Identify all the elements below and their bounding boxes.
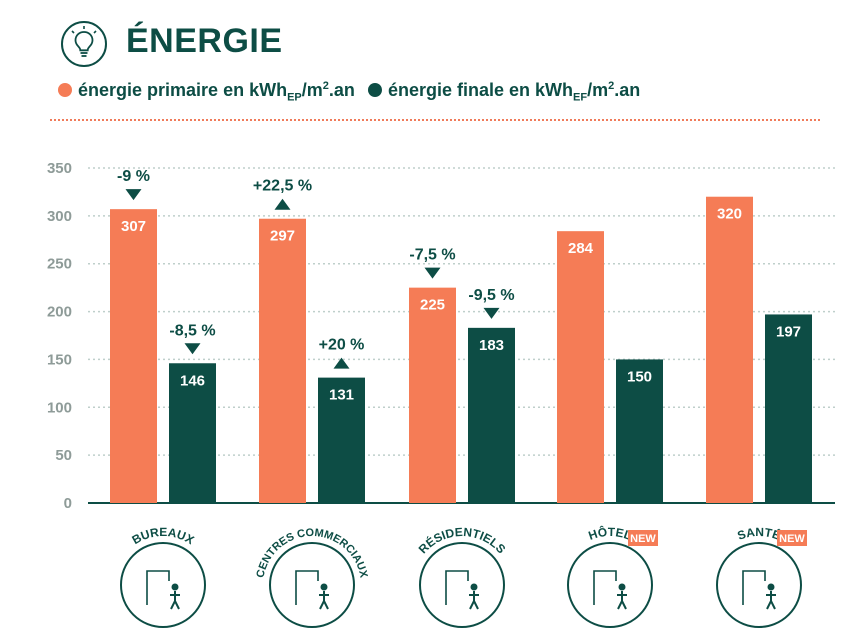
legend-label-final: énergie finale en kWhEF/m2.an xyxy=(388,80,641,104)
arrow-down-icon xyxy=(483,307,500,319)
change-label: +20 % xyxy=(319,337,365,354)
divider xyxy=(50,119,820,121)
new-badge xyxy=(628,530,658,546)
category-label-text: BUREAUX xyxy=(130,525,197,547)
bar-value-label: 284 xyxy=(568,240,594,257)
bar xyxy=(468,327,515,503)
change-label: -9,5 % xyxy=(468,287,514,304)
person-body-icon xyxy=(766,591,776,610)
bar xyxy=(259,218,306,503)
new-badge-label: NEW xyxy=(630,533,656,545)
new-badge-label: NEW xyxy=(779,533,805,545)
bar-value-label: 225 xyxy=(420,297,445,314)
change-label: -7,5 % xyxy=(409,247,455,264)
category-icon-circle xyxy=(419,542,505,628)
person-body-icon xyxy=(469,591,479,610)
category-icon-circle xyxy=(567,542,653,628)
bar-value-label: 131 xyxy=(329,387,354,404)
building-icon xyxy=(146,570,170,605)
y-tick-label: 50 xyxy=(55,447,72,464)
arrow-down-icon xyxy=(184,343,201,355)
legend-swatch-primary xyxy=(58,83,72,97)
y-tick-label: 250 xyxy=(47,256,72,273)
bar-value-label: 183 xyxy=(479,337,504,354)
person-icon xyxy=(618,583,626,591)
person-icon xyxy=(767,583,775,591)
person-body-icon xyxy=(170,591,180,610)
bar-value-label: 307 xyxy=(121,218,146,235)
arrow-up-icon xyxy=(274,198,291,210)
category-label: BUREAUX xyxy=(130,525,197,547)
lightbulb-icon xyxy=(61,21,107,67)
change-label: +22,5 % xyxy=(253,178,312,195)
building-icon xyxy=(445,570,469,605)
y-tick-label: 350 xyxy=(47,160,72,177)
category-label-text: RÉSIDENTIELS xyxy=(416,525,509,556)
legend-item-final: énergie finale en kWhEF/m2.an xyxy=(368,80,640,104)
y-tick-label: 100 xyxy=(47,399,72,416)
person-body-icon xyxy=(617,591,627,610)
change-label: -8,5 % xyxy=(169,322,215,339)
category-label: SANTÉ xyxy=(736,525,783,543)
category-label: RÉSIDENTIELS xyxy=(416,525,509,556)
bar xyxy=(616,359,663,503)
y-tick-label: 200 xyxy=(47,304,72,321)
bar xyxy=(706,196,753,503)
bar-value-label: 150 xyxy=(627,368,652,385)
category-icon-circle xyxy=(269,542,355,628)
person-icon xyxy=(171,583,179,591)
bar xyxy=(765,314,812,503)
building-icon xyxy=(742,570,766,605)
new-badge xyxy=(777,530,807,546)
bar-value-label: 297 xyxy=(270,228,295,245)
bar xyxy=(110,209,157,503)
category-label-text: HÔTEL xyxy=(587,524,634,543)
bar-value-label: 197 xyxy=(776,323,801,340)
bar xyxy=(169,363,216,503)
bar xyxy=(409,287,456,503)
category-label-text: SANTÉ xyxy=(736,525,783,543)
arrow-down-icon xyxy=(424,267,441,279)
category-icon-circle xyxy=(120,542,206,628)
page-title: ÉNERGIE xyxy=(126,22,283,60)
arrow-down-icon xyxy=(125,189,142,201)
arrow-up-icon xyxy=(333,357,350,369)
y-tick-label: 0 xyxy=(64,495,72,512)
change-label: -9 % xyxy=(117,168,150,185)
legend-label-primary: énergie primaire en kWhEP/m2.an xyxy=(78,80,355,104)
category-label: HÔTEL xyxy=(587,524,634,543)
legend-item-primary: énergie primaire en kWhEP/m2.an xyxy=(58,80,355,104)
y-tick-label: 150 xyxy=(47,351,72,368)
person-icon xyxy=(320,583,328,591)
legend-swatch-final xyxy=(368,83,382,97)
bar xyxy=(557,231,604,503)
person-body-icon xyxy=(319,591,329,610)
bar-value-label: 146 xyxy=(180,372,205,389)
bar xyxy=(318,377,365,503)
building-icon xyxy=(593,570,617,605)
y-tick-label: 300 xyxy=(47,208,72,225)
bar-value-label: 320 xyxy=(717,206,742,223)
building-icon xyxy=(295,570,319,605)
person-icon xyxy=(470,583,478,591)
category-icon-circle xyxy=(716,542,802,628)
